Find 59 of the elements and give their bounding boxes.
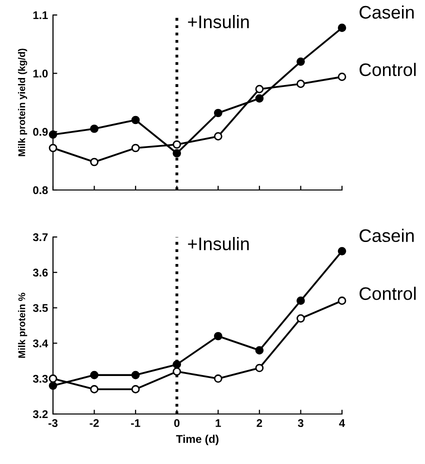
point (255, 364, 264, 372)
y-tick-label: 3.3 (32, 374, 48, 383)
point (90, 385, 98, 394)
point (296, 80, 305, 88)
point (172, 360, 182, 369)
point (48, 144, 58, 152)
point (214, 332, 222, 340)
x-tick-label: 1 (216, 419, 221, 427)
point (131, 385, 140, 394)
y-tick-label: 3.6 (32, 268, 48, 277)
point (90, 124, 98, 133)
point (172, 140, 182, 149)
point (172, 367, 182, 376)
y-tick-label: 0.9 (33, 128, 48, 136)
point (48, 382, 58, 390)
y-tick-label: 3.5 (32, 304, 48, 312)
point (255, 84, 264, 94)
x-tick-label: 3 (298, 419, 304, 428)
point (296, 314, 305, 323)
point (131, 116, 140, 124)
series-label: Casein (360, 228, 414, 242)
point (296, 58, 305, 66)
y-axis-title: Milk protein % (18, 292, 28, 358)
point (131, 144, 140, 152)
point (172, 149, 182, 158)
y-axis-title: Milk protein yield (kg/d) (18, 48, 28, 156)
point (338, 24, 346, 32)
point (296, 296, 305, 305)
x-tick-label: 0 (174, 419, 180, 428)
x-tick-label: 2 (256, 419, 262, 427)
series-label: Control (360, 286, 416, 300)
y-tick-label: 1.0 (33, 70, 48, 78)
point (338, 72, 346, 81)
x-tick-label: -2 (90, 419, 99, 427)
y-tick-label: 3.2 (32, 410, 48, 418)
y-tick-label: 0.8 (33, 186, 48, 194)
point (255, 94, 264, 103)
ref-line-label: +Insulin (188, 15, 249, 28)
point (255, 346, 264, 354)
point (131, 370, 140, 380)
point (48, 130, 58, 139)
x-tick-label: 4 (339, 419, 346, 427)
y-tick-label: 3.4 (32, 339, 48, 348)
point (48, 374, 58, 383)
point (90, 158, 98, 166)
x-tick-label: -3 (48, 419, 58, 428)
x-axis-title: Time (d) (176, 434, 218, 446)
point (90, 370, 98, 380)
point (214, 132, 222, 140)
series-label: Casein (360, 5, 414, 19)
x-tick-label: -1 (131, 419, 140, 427)
point (338, 246, 346, 256)
y-tick-label: 1.1 (33, 11, 48, 20)
ref-line-label: +Insulin (188, 237, 249, 250)
point (214, 108, 222, 118)
y-tick-label: 3.7 (32, 233, 48, 242)
point (338, 296, 346, 305)
point (214, 374, 222, 383)
series-label: Control (360, 62, 416, 76)
